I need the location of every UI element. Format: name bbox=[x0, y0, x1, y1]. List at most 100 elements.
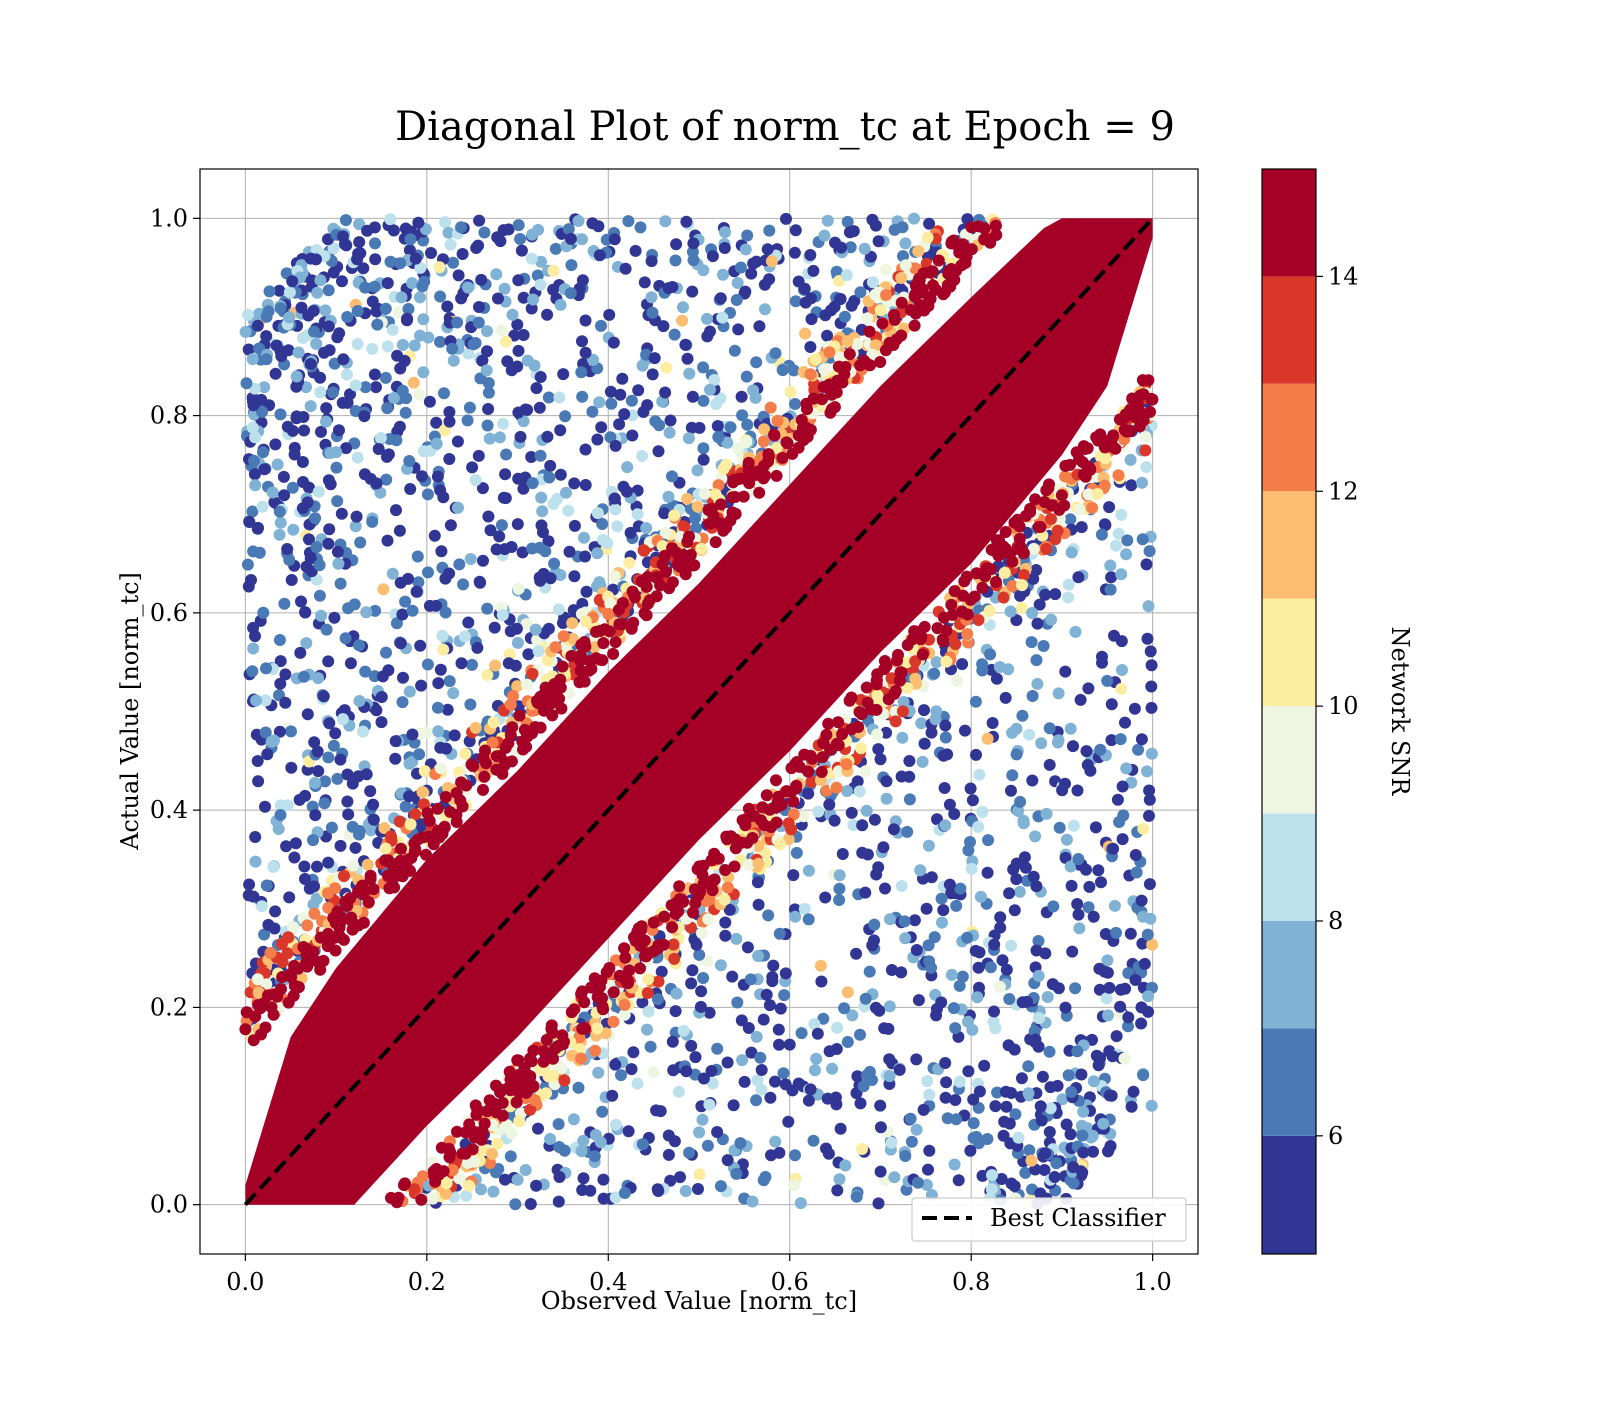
scatter-point bbox=[341, 368, 353, 381]
scatter-point bbox=[989, 1022, 1002, 1035]
scatter-point bbox=[1071, 784, 1084, 797]
scatter-point bbox=[814, 959, 827, 972]
scatter-point bbox=[415, 679, 428, 692]
scatter-point bbox=[609, 439, 622, 452]
scatter-point bbox=[322, 320, 335, 333]
scatter-point bbox=[357, 725, 369, 738]
scatter-point bbox=[782, 833, 795, 846]
scatter-point bbox=[1087, 1145, 1099, 1158]
scatter-point bbox=[984, 648, 997, 661]
scatter-point bbox=[506, 308, 519, 321]
scatter-point bbox=[1032, 935, 1045, 947]
scatter-point bbox=[1073, 922, 1086, 935]
scatter-point bbox=[405, 851, 418, 864]
scatter-point bbox=[965, 862, 978, 875]
scatter-point bbox=[515, 244, 528, 257]
scatter-point bbox=[697, 442, 710, 455]
scatter-point bbox=[1140, 558, 1153, 571]
scatter-point bbox=[315, 609, 328, 622]
scatter-point bbox=[697, 394, 710, 407]
scatter-point bbox=[999, 691, 1012, 704]
scatter-point bbox=[852, 721, 865, 733]
scatter-point bbox=[407, 376, 420, 389]
scatter-point bbox=[888, 223, 901, 236]
scatter-point bbox=[677, 1024, 690, 1037]
scatter-point bbox=[1105, 698, 1118, 711]
scatter-point bbox=[508, 329, 521, 342]
scatter-point bbox=[431, 802, 444, 815]
scatter-point bbox=[1000, 963, 1013, 976]
scatter-point bbox=[631, 508, 644, 521]
scatter-point bbox=[274, 677, 287, 690]
scatter-point bbox=[399, 406, 412, 419]
scatter-point bbox=[1087, 910, 1100, 923]
scatter-point bbox=[349, 841, 362, 854]
scatter-point bbox=[659, 526, 672, 539]
scatter-point bbox=[488, 621, 501, 634]
scatter-point bbox=[1053, 821, 1066, 834]
scatter-point bbox=[760, 789, 773, 802]
scatter-point bbox=[579, 615, 592, 628]
scatter-point bbox=[440, 1177, 453, 1190]
scatter-point bbox=[496, 1096, 509, 1109]
scatter-point bbox=[728, 344, 741, 357]
scatter-point bbox=[604, 597, 617, 610]
scatter-point bbox=[322, 927, 335, 940]
colorbar-band bbox=[1262, 598, 1316, 707]
scatter-point bbox=[655, 965, 668, 978]
scatter-point bbox=[861, 848, 874, 861]
scatter-point bbox=[278, 489, 291, 502]
scatter-point bbox=[477, 554, 489, 567]
scatter-point bbox=[969, 944, 982, 957]
scatter-point bbox=[693, 860, 706, 873]
scatter-point bbox=[1025, 1154, 1038, 1167]
scatter-point bbox=[645, 255, 658, 268]
scatter-point bbox=[880, 659, 893, 672]
scatter-point bbox=[841, 986, 854, 999]
scatter-point bbox=[805, 775, 818, 788]
scatter-point bbox=[269, 438, 282, 451]
scatter-point bbox=[826, 1062, 839, 1075]
scatter-point bbox=[625, 622, 638, 635]
scatter-point bbox=[1139, 430, 1152, 443]
scatter-point bbox=[666, 576, 679, 589]
x-tick-label: 0.2 bbox=[408, 1268, 446, 1296]
scatter-point bbox=[1056, 1093, 1069, 1106]
scatter-point bbox=[357, 888, 370, 901]
scatter-point bbox=[1035, 737, 1048, 750]
scatter-point bbox=[807, 264, 820, 277]
scatter-point bbox=[1141, 928, 1154, 941]
x-tick-label: 0.8 bbox=[952, 1268, 990, 1296]
scatter-point bbox=[304, 358, 317, 370]
scatter-point bbox=[380, 646, 392, 659]
scatter-point bbox=[1052, 687, 1065, 700]
scatter-point bbox=[300, 637, 313, 650]
scatter-point bbox=[369, 237, 381, 250]
scatter-point bbox=[648, 352, 661, 365]
scatter-point bbox=[480, 364, 493, 377]
scatter-point bbox=[258, 381, 271, 394]
scatter-point bbox=[251, 973, 264, 986]
scatter-point bbox=[851, 338, 864, 350]
scatter-point bbox=[511, 318, 524, 331]
scatter-point bbox=[406, 604, 419, 617]
scatter-point bbox=[239, 325, 252, 338]
scatter-point bbox=[1031, 677, 1044, 690]
scatter-point bbox=[794, 1197, 807, 1210]
scatter-point bbox=[525, 252, 538, 265]
scatter-point bbox=[544, 572, 557, 585]
scatter-point bbox=[1145, 680, 1158, 693]
scatter-point bbox=[406, 755, 419, 768]
scatter-point bbox=[636, 450, 649, 462]
scatter-point bbox=[818, 229, 831, 242]
scatter-point bbox=[681, 352, 694, 365]
x-tick-label: 0.0 bbox=[226, 1268, 264, 1296]
scatter-point bbox=[337, 230, 349, 243]
scatter-point bbox=[758, 423, 771, 436]
scatter-point bbox=[1032, 521, 1045, 533]
scatter-point bbox=[274, 809, 287, 821]
scatter-point bbox=[731, 996, 744, 1009]
scatter-point bbox=[534, 721, 547, 734]
scatter-point bbox=[374, 432, 387, 444]
scatter-point bbox=[433, 261, 446, 274]
